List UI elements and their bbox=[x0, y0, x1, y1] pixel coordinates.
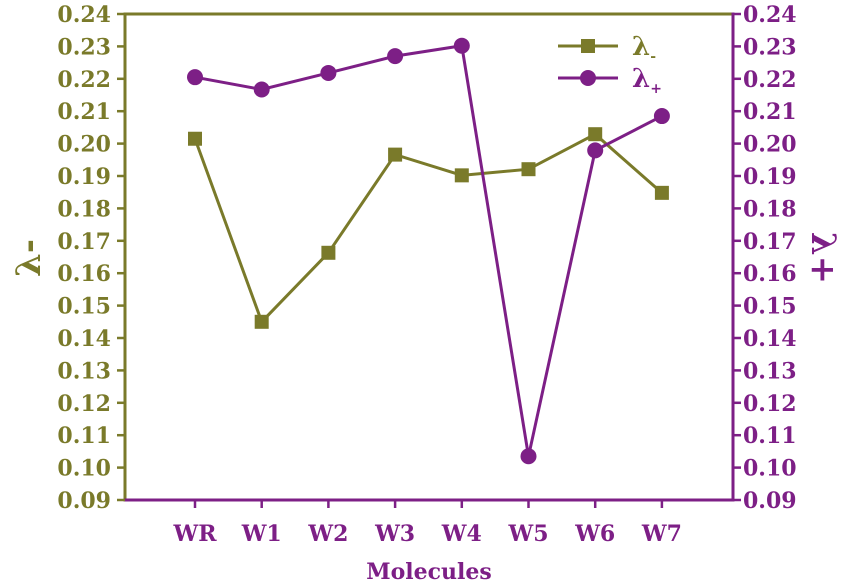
series-line bbox=[193, 132, 663, 325]
left-y-axis: 0.09 0.10 0.11 0.12 0.13 0.14 0.15 0.16 0.17 0.18… bbox=[57, 2, 125, 514]
data-point-square bbox=[321, 245, 336, 260]
data-point-circle bbox=[253, 81, 270, 98]
right-y-tick-label: 0.20 bbox=[743, 132, 797, 158]
data-point-square bbox=[654, 185, 669, 200]
left-y-tick-label: 0.20 bbox=[57, 132, 111, 158]
data-point-square bbox=[521, 162, 536, 177]
series-layer bbox=[187, 37, 670, 465]
right-y-tick-label: 0.22 bbox=[743, 67, 797, 93]
x-tick-label: WR bbox=[173, 521, 218, 547]
series-line bbox=[194, 44, 663, 457]
left-y-tick-label: 0.09 bbox=[57, 488, 111, 514]
left-y-tick-label: 0.13 bbox=[57, 358, 111, 384]
right-y-tick-label: 0.11 bbox=[743, 423, 797, 449]
left-y-tick-label: 0.24 bbox=[57, 2, 111, 28]
x-tick-label: W7 bbox=[641, 521, 682, 547]
right-y-tick-label: 0.17 bbox=[743, 229, 797, 255]
legend-item: λ- bbox=[558, 32, 656, 65]
right-y-tick-label: 0.14 bbox=[743, 326, 797, 352]
series-lambda-plus bbox=[187, 37, 670, 465]
x-tick-label: W1 bbox=[241, 521, 282, 547]
left-y-tick-label: 0.15 bbox=[57, 294, 111, 320]
data-point-circle bbox=[387, 48, 404, 65]
data-point-circle bbox=[520, 448, 537, 465]
left-y-tick-label: 0.16 bbox=[57, 261, 111, 287]
left-y-tick-label: 0.12 bbox=[57, 391, 111, 417]
right-y-tick-label: 0.18 bbox=[743, 196, 797, 222]
left-y-tick-label: 0.23 bbox=[57, 34, 111, 60]
x-tick-label: W3 bbox=[374, 521, 415, 547]
data-point-circle bbox=[653, 108, 670, 125]
series-lambda-minus bbox=[188, 127, 669, 329]
right-y-tick-label: 0.24 bbox=[743, 2, 797, 28]
data-point-square bbox=[254, 314, 269, 329]
right-y-tick-label: 0.13 bbox=[743, 358, 797, 384]
right-y-tick-label: 0.23 bbox=[743, 34, 797, 60]
data-point-circle bbox=[320, 64, 337, 81]
left-y-tick-label: 0.18 bbox=[57, 196, 111, 222]
data-point-circle bbox=[187, 69, 203, 86]
x-tick-label: W4 bbox=[441, 521, 482, 547]
left-y-tick-label: 0.11 bbox=[57, 423, 111, 449]
right-y-tick-label: 0.09 bbox=[743, 488, 797, 514]
right-y-tick-label: 0.10 bbox=[743, 456, 797, 482]
left-y-tick-label: 0.21 bbox=[57, 99, 111, 125]
right-y-axis: 0.09 0.10 0.11 0.12 0.13 0.14 0.15 0.16 0.17 0.18… bbox=[733, 2, 797, 514]
legend-label: λ- bbox=[632, 32, 656, 65]
plot-frame bbox=[123, 12, 735, 502]
x-tick-label: W2 bbox=[307, 521, 348, 547]
right-y-tick-label: 0.15 bbox=[743, 294, 797, 320]
data-point-circle bbox=[453, 37, 470, 54]
legend: λ-λ+ bbox=[558, 32, 662, 97]
data-point-circle bbox=[587, 142, 604, 159]
x-tick-label: W5 bbox=[507, 521, 548, 547]
left-y-axis-label: λ- bbox=[9, 239, 49, 277]
x-axis: WR W1 W2 W3 W4 W5 W6 W7 bbox=[173, 500, 682, 547]
right-y-axis-label: λ+ bbox=[803, 232, 842, 284]
x-tick-label: W6 bbox=[574, 521, 615, 547]
right-y-tick-label: 0.16 bbox=[743, 261, 797, 287]
right-y-tick-label: 0.12 bbox=[743, 391, 797, 417]
legend-marker-square bbox=[581, 39, 595, 53]
data-point-square bbox=[188, 131, 202, 146]
left-y-tick-label: 0.17 bbox=[57, 229, 111, 255]
data-point-square bbox=[388, 147, 403, 162]
right-y-tick-label: 0.19 bbox=[743, 164, 797, 190]
x-axis-label: Molecules bbox=[366, 559, 492, 585]
left-y-tick-label: 0.19 bbox=[57, 164, 111, 190]
legend-label: λ+ bbox=[632, 64, 662, 97]
left-y-tick-label: 0.10 bbox=[57, 456, 111, 482]
legend-marker-circle bbox=[580, 70, 596, 86]
data-point-square bbox=[454, 168, 469, 183]
data-point-square bbox=[588, 127, 603, 142]
legend-item: λ+ bbox=[558, 64, 662, 97]
left-y-tick-label: 0.22 bbox=[57, 67, 111, 93]
left-y-tick-label: 0.14 bbox=[57, 326, 111, 352]
right-y-tick-label: 0.21 bbox=[743, 99, 797, 125]
